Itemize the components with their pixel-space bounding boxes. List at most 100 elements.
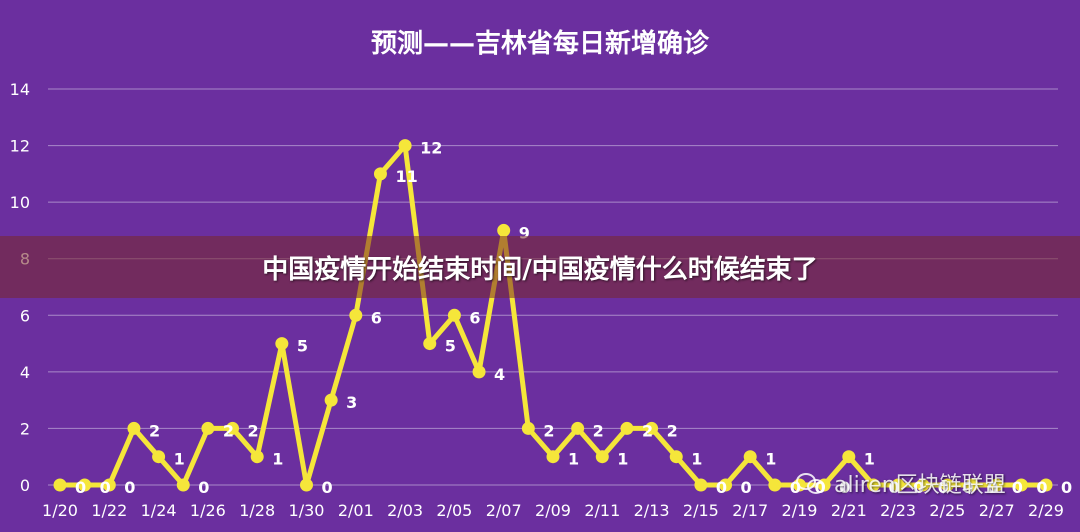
x-tick-label: 1/22: [91, 501, 127, 520]
data-point: [965, 478, 979, 492]
x-tick-label: 2/17: [732, 501, 768, 520]
data-point: [990, 478, 1004, 492]
x-tick-label: 2/05: [436, 501, 472, 520]
x-tick-label: 2/07: [486, 501, 522, 520]
data-label: 0: [839, 478, 850, 497]
x-tick-label: 2/09: [535, 501, 571, 520]
x-tick-label: 1/30: [289, 501, 325, 520]
x-tick-label: 1/28: [239, 501, 275, 520]
data-point: [866, 478, 880, 492]
data-label: 1: [174, 450, 185, 469]
data-label: 3: [346, 393, 357, 412]
x-tick-label: 2/29: [1028, 501, 1064, 520]
data-label: 9: [519, 223, 530, 242]
y-tick-label: 14: [10, 80, 30, 99]
data-point: [250, 450, 264, 464]
data-label: 1: [617, 450, 628, 469]
data-point: [226, 421, 240, 435]
data-point: [447, 308, 461, 322]
x-tick-label: 2/11: [584, 501, 620, 520]
watermark-text: aliren区块链联盟: [834, 473, 1006, 498]
data-point: [275, 337, 289, 351]
y-tick-label: 0: [20, 476, 30, 495]
wechat-icon: [796, 471, 826, 495]
data-label: 6: [371, 308, 382, 327]
x-tick-label: 1/24: [141, 501, 177, 520]
data-label: 6: [469, 308, 480, 327]
x-tick-label: 2/23: [880, 501, 916, 520]
banner-title: 中国疫情开始结束时间/中国疫情什么时候结束了: [262, 255, 818, 285]
data-point: [176, 478, 190, 492]
data-label: 4: [494, 365, 505, 384]
data-label: 0: [938, 478, 949, 497]
data-point: [595, 450, 609, 464]
data-label: 0: [1061, 478, 1072, 497]
data-label: 0: [987, 478, 998, 497]
data-label: 0: [790, 478, 801, 497]
data-point: [423, 337, 437, 351]
data-point: [201, 421, 215, 435]
y-tick-label: 2: [20, 419, 30, 438]
data-label: 5: [445, 337, 456, 356]
data-point: [398, 139, 412, 153]
data-point: [645, 421, 659, 435]
data-label: 0: [962, 478, 973, 497]
y-tick-label: 12: [10, 137, 30, 156]
data-label: 0: [322, 478, 333, 497]
data-point: [940, 478, 954, 492]
data-point: [127, 421, 141, 435]
data-label: 1: [568, 450, 579, 469]
data-point: [669, 450, 683, 464]
data-point: [300, 478, 313, 492]
data-label: 2: [543, 421, 554, 440]
data-point: [891, 478, 905, 492]
data-point: [373, 167, 387, 181]
data-label: 0: [198, 478, 209, 497]
data-label: 0: [888, 478, 899, 497]
x-tick-label: 2/21: [831, 501, 867, 520]
x-tick-label: 2/03: [387, 501, 423, 520]
data-point: [719, 478, 733, 492]
data-label: 0: [741, 478, 752, 497]
data-point: [78, 478, 92, 492]
data-label: 5: [297, 337, 308, 356]
overlay-banner: [0, 236, 1080, 298]
data-label: 1: [765, 450, 776, 469]
data-point: [571, 421, 585, 435]
data-label: 2: [223, 421, 234, 440]
data-point: [743, 450, 757, 464]
data-label: 2: [642, 421, 653, 440]
x-tick-label: 2/27: [979, 501, 1015, 520]
x-axis: 1/20 1/22 1/24 1/26 1/28 1/30 2/01 2/03 2/05 2/07…: [42, 501, 1064, 520]
x-tick-label: 2/25: [929, 501, 965, 520]
data-label: 0: [75, 478, 86, 497]
data-point: [1039, 478, 1053, 492]
data-point: [916, 478, 930, 492]
data-label: 2: [248, 421, 259, 440]
chart-title: 预测——吉林省每日新增确诊: [371, 28, 710, 59]
x-tick-label: 2/15: [683, 501, 719, 520]
data-point: [472, 365, 486, 379]
data-label: 11: [395, 167, 417, 186]
data-label: 0: [1036, 478, 1047, 497]
data-point: [349, 308, 363, 322]
data-label: 1: [864, 450, 875, 469]
data-label: 2: [593, 421, 604, 440]
data-point: [497, 223, 511, 237]
data-label: 1: [272, 450, 283, 469]
data-label: 2: [667, 421, 678, 440]
x-tick-label: 2/01: [338, 501, 374, 520]
data-point: [1014, 478, 1028, 492]
x-tick-label: 2/19: [782, 501, 818, 520]
data-label: 0: [716, 478, 727, 497]
data-point: [546, 450, 560, 464]
data-label: 0: [1012, 478, 1023, 497]
data-point: [620, 421, 634, 435]
data-label: 0: [913, 478, 924, 497]
data-label: 0: [124, 478, 135, 497]
data-point: [842, 450, 856, 464]
y-tick-label: 6: [20, 306, 30, 325]
y-tick-label: 4: [20, 363, 30, 382]
